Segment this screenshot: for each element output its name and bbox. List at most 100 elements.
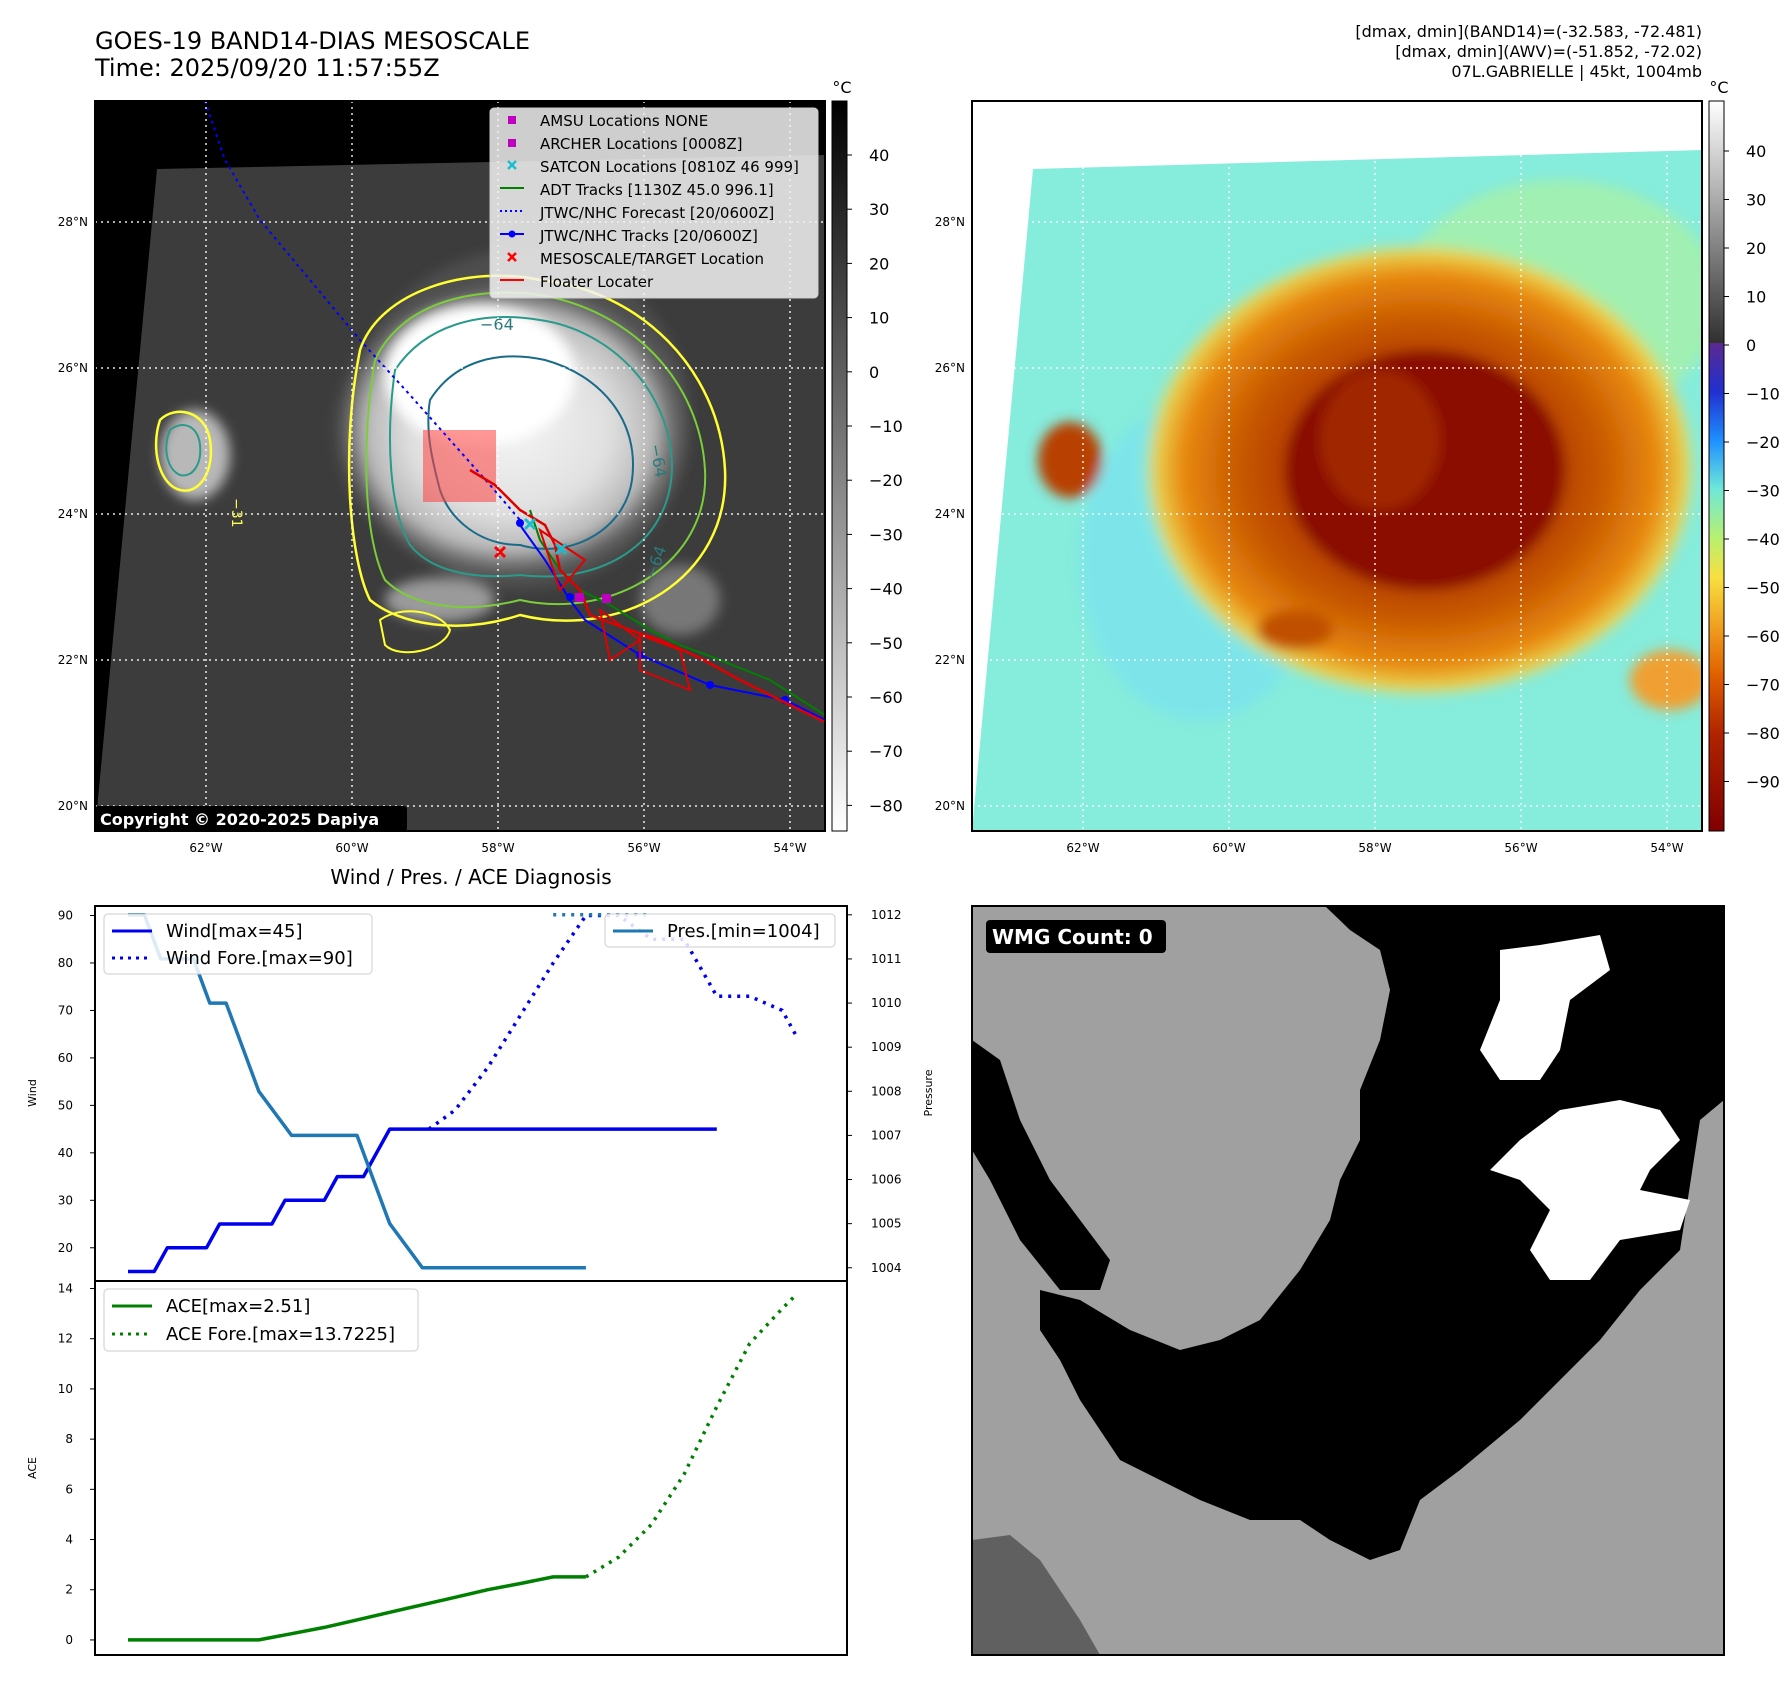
legend-item: MESOSCALE/TARGET Location: [540, 250, 764, 268]
lat-label: 22°N: [935, 653, 965, 667]
wind-legend: Wind[max=45] Wind Fore.[max=90]: [103, 913, 373, 975]
lon-label: 58°W: [1358, 841, 1391, 855]
wind-tick-label: 40: [58, 1146, 73, 1160]
pressure-tick-label: 1004: [871, 1261, 902, 1275]
wind-tick-label: 70: [58, 1003, 73, 1017]
diagnosis-title: Wind / Pres. / ACE Diagnosis: [330, 865, 611, 889]
wind-tick-label: 80: [58, 956, 73, 970]
legend-item: AMSU Locations NONE: [540, 112, 708, 130]
lon-label: 54°W: [1650, 841, 1683, 855]
map-legend: AMSU Locations NONE ARCHER Locations [00…: [489, 107, 819, 299]
colorbar-tick-label: −30: [869, 525, 903, 544]
colorbar-tick-label: −30: [1746, 482, 1780, 501]
lat-label: 28°N: [935, 215, 965, 229]
ace-tick-label: 2: [65, 1583, 73, 1597]
stats-line-2: [dmax, dmin](AWV)=(-51.852, -72.02): [1395, 42, 1702, 61]
mesoscale-target-marker: [493, 545, 507, 559]
pressure-legend: Pres.[min=1004]: [604, 913, 836, 948]
lat-label: 24°N: [935, 507, 965, 521]
jtwc-track-points: [516, 519, 789, 704]
colorbar-tick-label: 20: [869, 254, 889, 273]
colorbar-tick-label: −20: [869, 471, 903, 490]
lon-label: 60°W: [335, 841, 368, 855]
wind-tick-label: 20: [58, 1241, 73, 1255]
stats-line-3: 07L.GABRIELLE | 45kt, 1004mb: [1451, 62, 1702, 81]
ace-legend: ACE[max=2.51] ACE Fore.[max=13.7225]: [103, 1288, 419, 1352]
lon-label: 54°W: [773, 841, 806, 855]
title-line-1: GOES-19 BAND14-DIAS MESOSCALE: [95, 27, 531, 55]
mesoscale-target-box: [423, 430, 496, 502]
wmg-count-badge: [986, 920, 1166, 953]
legend-item: JTWC/NHC Forecast [20/0600Z]: [539, 204, 774, 222]
colorbar-tick-label: −80: [869, 796, 903, 815]
ace-chart: ACE 14 12 10 8 6 4 2 0 ACE[max=2.51] ACE Fore.[…: [26, 1280, 848, 1656]
ace-tick-label: 10: [58, 1382, 73, 1396]
ace-axis-label: ACE: [26, 1457, 39, 1479]
colorbar-tick-label: −80: [1746, 724, 1780, 743]
colorbar-tick-label: −70: [1746, 676, 1780, 695]
pressure-axis-label: Pressure: [922, 1069, 935, 1116]
lon-label: 62°W: [1066, 841, 1099, 855]
colorbar-tick-label: −20: [1746, 433, 1780, 452]
legend-item: Pres.[min=1004]: [667, 921, 820, 942]
wind-tick-label: 60: [58, 1051, 73, 1065]
lon-label: 62°W: [189, 841, 222, 855]
legend-item: ACE Fore.[max=13.7225]: [166, 1324, 395, 1345]
colorbar-unit: °C: [1709, 78, 1728, 97]
colorbar-tick-label: −60: [1746, 627, 1780, 646]
colorbar-tick-label: 0: [869, 363, 879, 382]
ace-tick-label: 6: [65, 1482, 73, 1496]
legend-item: ACE[max=2.51]: [166, 1296, 310, 1317]
band14-colorbar: °C 40 30 20 10 0 −10 −20 −30 −40 −50 −60 −70 −80: [831, 78, 903, 832]
colorbar-tick-label: −10: [869, 417, 903, 436]
lat-label: 20°N: [58, 799, 88, 813]
colorbar-tick-label: 30: [869, 200, 889, 219]
map2-lat-labels: 28°N 26°N 24°N 22°N 20°N: [935, 215, 965, 813]
series-line: [128, 1575, 586, 1642]
map2-lon-labels: 62°W 60°W 58°W 56°W 54°W: [1066, 841, 1683, 855]
copyright-badge: [95, 806, 407, 831]
series-line: [584, 1294, 797, 1579]
map1-lat-labels: 28°N 26°N 24°N 22°N 20°N: [58, 215, 88, 813]
pressure-tick-label: 1008: [871, 1084, 902, 1098]
colorbar-tick-label: 10: [869, 309, 889, 328]
lat-label: 22°N: [58, 653, 88, 667]
band14-map-panel: −64 −64 −64 −31 AMSU Locations NONE A: [58, 78, 903, 855]
legend-item: SATCON Locations [0810Z 46 999]: [540, 158, 799, 176]
colorbar-tick-label: −10: [1746, 385, 1780, 404]
awv-map-panel: 28°N 26°N 24°N 22°N 20°N 62°W 60°W 58°W …: [935, 78, 1780, 855]
wind-axis-label: Wind: [26, 1079, 39, 1107]
pressure-tick-label: 1007: [871, 1128, 902, 1142]
contour-label: −31: [228, 498, 244, 528]
lat-label: 20°N: [935, 799, 965, 813]
wind-pressure-chart: Wind / Pres. / ACE Diagnosis Wind Pressu…: [26, 865, 935, 1282]
figure-title: GOES-19 BAND14-DIAS MESOSCALE Time: 2025…: [95, 28, 530, 82]
legend-item: Wind[max=45]: [166, 921, 303, 942]
wind-tick-label: 50: [58, 1098, 73, 1112]
adt-track: [529, 509, 825, 716]
colorbar-tick-label: 40: [869, 146, 889, 165]
lat-label: 28°N: [58, 215, 88, 229]
stats-line-1: [dmax, dmin](BAND14)=(-32.583, -72.481): [1355, 22, 1702, 41]
colorbar-unit: °C: [832, 78, 851, 97]
series-line: [128, 1127, 717, 1274]
wmg-count-text: WMG Count: 0: [992, 925, 1153, 949]
colorbar-tick-label: 20: [1746, 239, 1766, 258]
wmg-panel: WMG Count: 0: [971, 905, 1725, 1656]
legend-item: ARCHER Locations [0008Z]: [540, 135, 743, 153]
jtwc-forecast-track: [204, 101, 521, 521]
lon-label: 60°W: [1212, 841, 1245, 855]
lat-label: 26°N: [58, 361, 88, 375]
lat-label: 26°N: [935, 361, 965, 375]
lat-label: 24°N: [58, 507, 88, 521]
awv-colorbar: °C 40 30 20 10 0 −10 −20 −30 −40 −50 −60 −70 −80 −90: [1708, 78, 1780, 832]
colorbar-tick-label: −50: [869, 634, 903, 653]
colorbar-tick-label: −60: [869, 688, 903, 707]
ace-tick-label: 12: [58, 1332, 73, 1346]
wind-tick-label: 90: [58, 908, 73, 922]
colorbar-tick-label: −50: [1746, 579, 1780, 598]
colorbar-tick-label: 40: [1746, 142, 1766, 161]
pressure-tick-label: 1011: [871, 952, 902, 966]
legend-item: Floater Locater: [540, 273, 654, 291]
